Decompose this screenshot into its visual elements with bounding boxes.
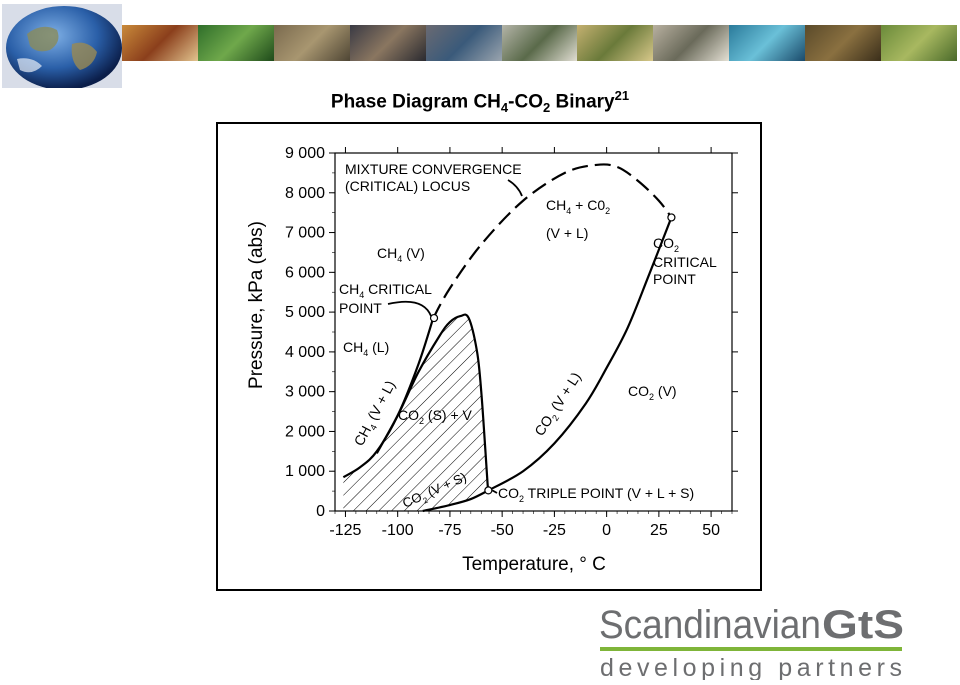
x-tick-label: -100: [382, 522, 414, 539]
phase-curve-3: [487, 217, 673, 492]
photo-tile: [122, 25, 198, 61]
annotation-co2-vl: CO2 (V + L): [531, 369, 586, 440]
company-logo: Scandinavian GtS developing partners: [598, 600, 908, 682]
annotation-triple-point: CO2 TRIPLE POINT (V + L + S): [498, 485, 694, 504]
chart-frame: -125 -100 -75 -50 -25 0 25 50 0 1 000 2 000 3 000 4 …: [216, 122, 762, 591]
annotation-ch4-v: CH4 (V): [377, 245, 425, 264]
photo-tile: [425, 25, 502, 61]
annotation-ch4-critical: CH4 CRITICAL: [339, 281, 432, 300]
y-tick-label: 2 000: [285, 423, 325, 440]
annotation-critical: CRITICAL: [653, 254, 717, 270]
leader-triple-point: [491, 489, 498, 494]
annotation-mixture-line2: (CRITICAL) LOCUS: [345, 178, 470, 194]
x-tick-label: 0: [602, 522, 611, 539]
y-tick-label: 7 000: [285, 225, 325, 242]
y-tick-label: 1 000: [285, 463, 325, 480]
leader-mixture: [507, 179, 523, 197]
y-tick-label: 6 000: [285, 264, 325, 281]
photo-tile: [577, 25, 654, 61]
x-tick-label: -50: [491, 522, 514, 539]
photo-tile: [805, 25, 882, 61]
leader-ch4-critical: [387, 300, 432, 317]
logo-brand: Scandinavian: [599, 603, 821, 647]
x-tick-label: 50: [702, 522, 720, 539]
photo-tile: [273, 25, 350, 61]
photo-tile: [197, 25, 274, 61]
chart-title: Phase Diagram CH4-CO2 Binary21: [330, 88, 630, 116]
globe-image: [2, 4, 122, 88]
photo-tile: [501, 25, 578, 61]
x-tick-label: -75: [438, 522, 461, 539]
y-tick-label: 3 000: [285, 384, 325, 401]
phase-diagram: -125 -100 -75 -50 -25 0 25 50 0 1 000 2 000 3 000 4 …: [246, 145, 738, 575]
photo-tile: [881, 25, 957, 61]
annotation-co2-v: CO2 (V): [628, 383, 677, 402]
annotation-co2-point: POINT: [653, 271, 696, 287]
annotation-co2-sv: CO2 (S) + V: [398, 407, 473, 426]
y-tick-label: 0: [316, 503, 325, 520]
photo-tile: [729, 25, 806, 61]
phase-curve-4: [432, 163, 673, 319]
annotation-co2-critical: CO2: [653, 235, 679, 254]
phase-point-1: [667, 213, 676, 222]
phase-point-0: [429, 313, 439, 323]
x-tick-label: -125: [329, 522, 361, 539]
x-tick-label: -25: [543, 522, 566, 539]
x-axis-label: Temperature, ° C: [462, 554, 606, 575]
logo-underline: [600, 647, 902, 651]
hatched-region-co2-s-v: [343, 314, 489, 511]
header-banner: [0, 0, 960, 92]
phase-point-2: [484, 486, 493, 495]
photo-tile: [349, 25, 426, 61]
y-tick-label: 5 000: [285, 304, 325, 321]
logo-tagline: developing partners: [600, 654, 902, 680]
y-tick-label: 4 000: [285, 344, 325, 361]
x-tick-label: 25: [650, 522, 668, 539]
logo-brand-bold: GtS: [822, 603, 904, 647]
y-axis-label: Pressure, kPa (abs): [246, 221, 267, 389]
annotation-mixture-line1: MIXTURE CONVERGENCE: [345, 161, 522, 177]
annotation-ch4-point: POINT: [339, 300, 382, 316]
photo-tile: [653, 25, 730, 61]
phase-curve-2: [422, 489, 489, 513]
annotation-vl: (V + L): [546, 225, 588, 241]
y-tick-label: 9 000: [285, 145, 325, 162]
annotation-ch4-l: CH4 (L): [343, 339, 389, 358]
photo-strip: [122, 25, 957, 61]
annotation-ch4-co2: CH4 + C02: [546, 197, 610, 216]
y-tick-label: 8 000: [285, 185, 325, 202]
phase-curve-1: [375, 313, 490, 491]
